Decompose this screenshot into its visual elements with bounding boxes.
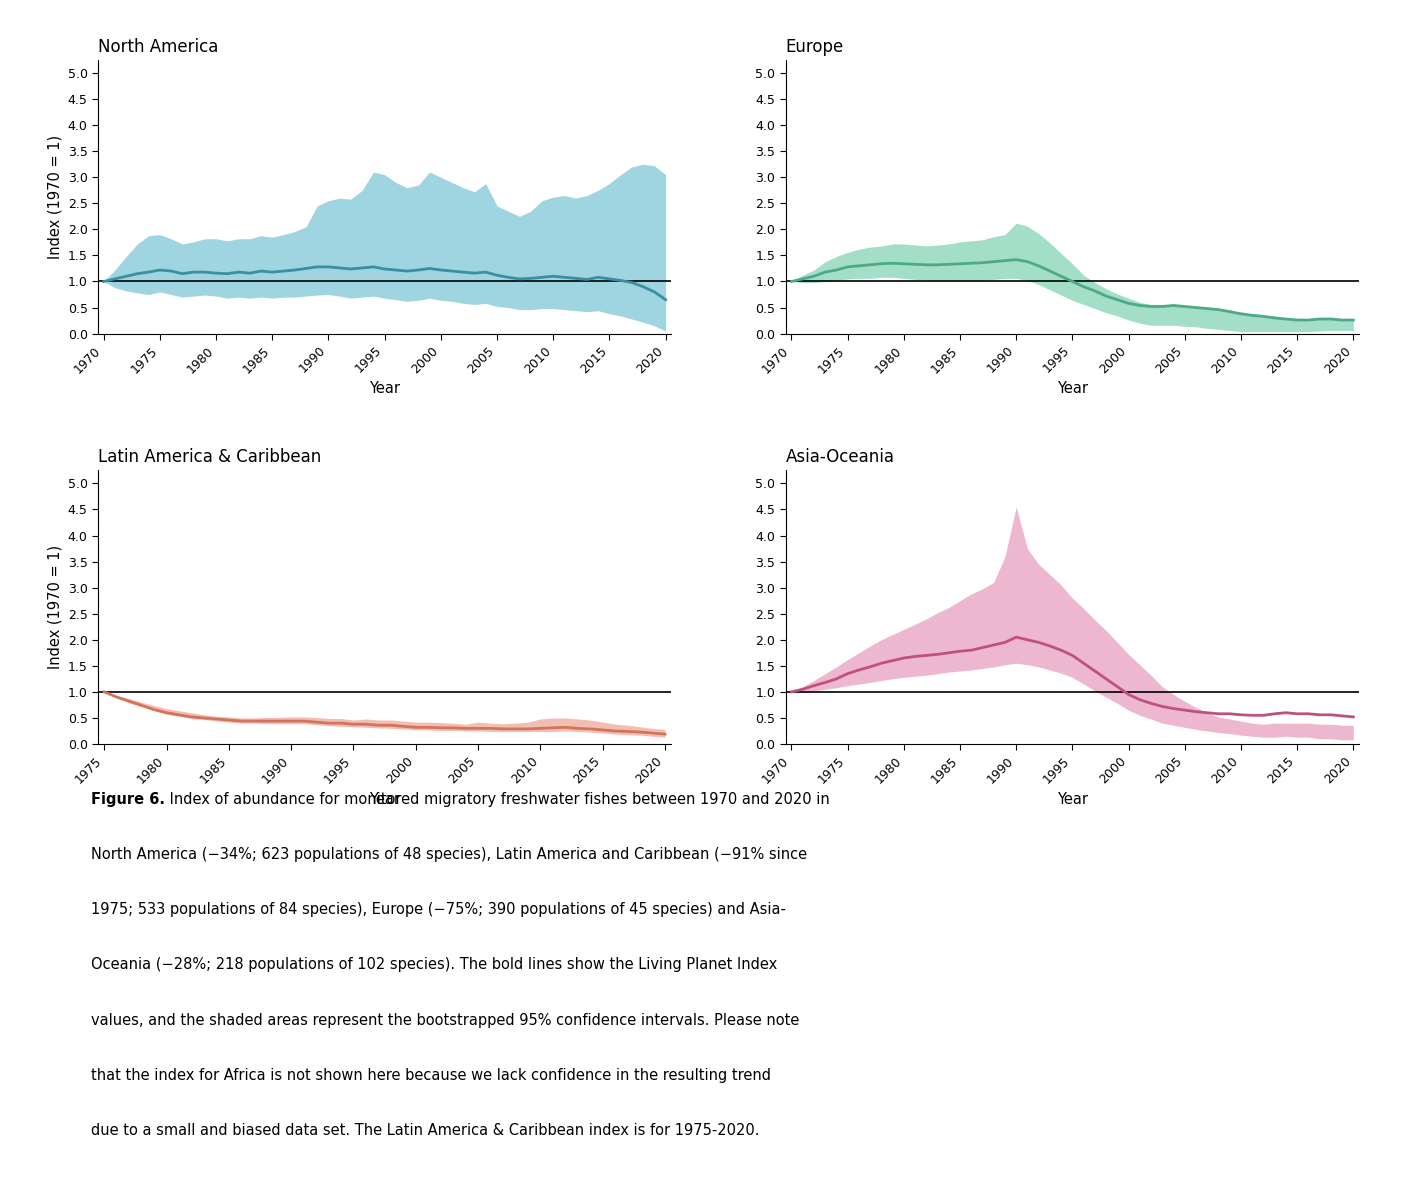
Text: Latin America & Caribbean: Latin America & Caribbean [98, 448, 321, 466]
Text: Index of abundance for monitored migratory freshwater fishes between 1970 and 20: Index of abundance for monitored migrato… [165, 792, 829, 808]
Text: that the index for Africa is not shown here because we lack confidence in the re: that the index for Africa is not shown h… [91, 1068, 771, 1082]
Text: Oceania (−28%; 218 populations of 102 species). The bold lines show the Living P: Oceania (−28%; 218 populations of 102 sp… [91, 958, 778, 972]
Text: North America (−34%; 623 populations of 48 species), Latin America and Caribbean: North America (−34%; 623 populations of … [91, 847, 807, 863]
Text: 1975; 533 populations of 84 species), Europe (−75%; 390 populations of 45 specie: 1975; 533 populations of 84 species), Eu… [91, 902, 786, 917]
X-axis label: Year: Year [1056, 382, 1089, 396]
Text: Figure 6.: Figure 6. [91, 792, 165, 808]
Text: Europe: Europe [786, 37, 843, 55]
Text: Asia-Oceania: Asia-Oceania [786, 448, 895, 466]
Text: due to a small and biased data set. The Latin America & Caribbean index is for 1: due to a small and biased data set. The … [91, 1123, 759, 1138]
Text: values, and the shaded areas represent the bootstrapped 95% confidence intervals: values, and the shaded areas represent t… [91, 1013, 800, 1027]
X-axis label: Year: Year [368, 382, 401, 396]
Text: North America: North America [98, 37, 219, 55]
Y-axis label: Index (1970 = 1): Index (1970 = 1) [48, 545, 62, 670]
Y-axis label: Index (1970 = 1): Index (1970 = 1) [48, 134, 62, 259]
X-axis label: Year: Year [368, 792, 401, 806]
X-axis label: Year: Year [1056, 792, 1089, 806]
